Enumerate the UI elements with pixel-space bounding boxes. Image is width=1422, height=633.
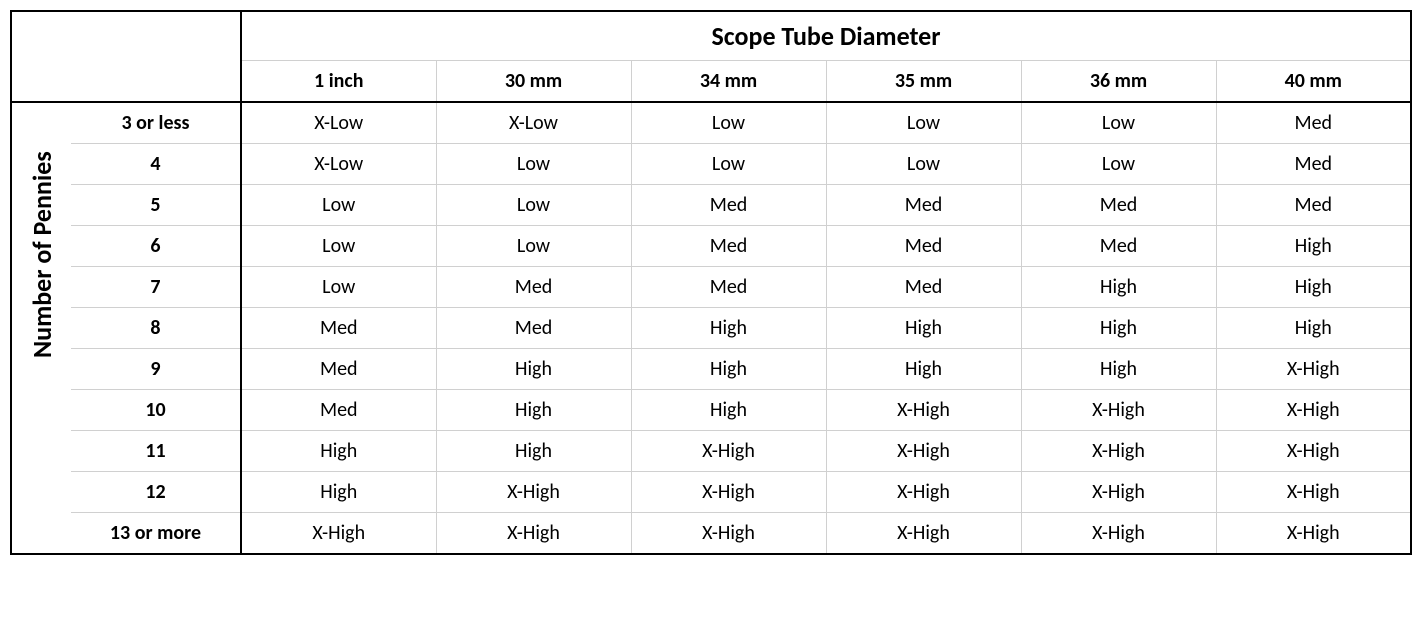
data-cell: X-High xyxy=(631,513,826,555)
column-header: 30 mm xyxy=(436,61,631,103)
data-cell: Low xyxy=(826,144,1021,185)
data-cell: Med xyxy=(436,267,631,308)
data-cell: X-Low xyxy=(241,102,436,144)
column-header: 35 mm xyxy=(826,61,1021,103)
row-label: 5 xyxy=(71,185,241,226)
data-cell: High xyxy=(436,431,631,472)
data-cell: Low xyxy=(631,144,826,185)
data-cell: Med xyxy=(241,390,436,431)
data-cell: Low xyxy=(1021,102,1216,144)
data-cell: X-High xyxy=(1216,472,1411,513)
data-cell: Med xyxy=(826,185,1021,226)
data-cell: X-High xyxy=(826,390,1021,431)
data-cell: Med xyxy=(1021,226,1216,267)
data-cell: High xyxy=(1216,226,1411,267)
side-header: Number of Pennies xyxy=(26,298,58,358)
row-label: 10 xyxy=(71,390,241,431)
data-cell: X-High xyxy=(1216,513,1411,555)
row-label: 4 xyxy=(71,144,241,185)
data-cell: X-High xyxy=(631,472,826,513)
data-cell: Med xyxy=(1021,185,1216,226)
data-cell: Med xyxy=(631,226,826,267)
data-cell: X-Low xyxy=(241,144,436,185)
data-cell: X-High xyxy=(826,431,1021,472)
data-cell: High xyxy=(1216,267,1411,308)
data-cell: X-High xyxy=(826,513,1021,555)
data-cell: High xyxy=(436,349,631,390)
scope-ring-height-table: Scope Tube Diameter1 inch30 mm34 mm35 mm… xyxy=(10,10,1412,555)
data-cell: X-High xyxy=(631,431,826,472)
corner-blank xyxy=(11,11,241,102)
data-cell: Low xyxy=(241,185,436,226)
data-cell: Low xyxy=(436,185,631,226)
data-cell: Med xyxy=(1216,102,1411,144)
data-cell: Med xyxy=(826,226,1021,267)
data-cell: Med xyxy=(241,349,436,390)
data-cell: High xyxy=(241,472,436,513)
data-cell: X-High xyxy=(1216,431,1411,472)
data-cell: X-High xyxy=(241,513,436,555)
data-cell: X-High xyxy=(1021,431,1216,472)
row-label: 8 xyxy=(71,308,241,349)
data-cell: X-High xyxy=(1021,472,1216,513)
row-label: 3 or less xyxy=(71,102,241,144)
data-cell: X-High xyxy=(1021,513,1216,555)
data-cell: High xyxy=(631,390,826,431)
data-cell: Med xyxy=(436,308,631,349)
data-cell: High xyxy=(1021,308,1216,349)
row-label: 9 xyxy=(71,349,241,390)
data-cell: Med xyxy=(1216,185,1411,226)
data-cell: High xyxy=(631,308,826,349)
data-cell: Med xyxy=(631,267,826,308)
data-cell: X-High xyxy=(1216,349,1411,390)
row-label: 6 xyxy=(71,226,241,267)
column-header: 1 inch xyxy=(241,61,436,103)
data-cell: High xyxy=(1216,308,1411,349)
data-cell: X-High xyxy=(436,472,631,513)
data-cell: High xyxy=(826,349,1021,390)
data-cell: Low xyxy=(241,226,436,267)
data-cell: Low xyxy=(826,102,1021,144)
data-cell: X-High xyxy=(436,513,631,555)
row-label: 12 xyxy=(71,472,241,513)
data-cell: Low xyxy=(436,226,631,267)
column-header: 36 mm xyxy=(1021,61,1216,103)
data-cell: X-High xyxy=(826,472,1021,513)
data-cell: High xyxy=(241,431,436,472)
side-header-cell: Number of Pennies xyxy=(11,102,71,554)
column-header: 40 mm xyxy=(1216,61,1411,103)
data-cell: X-High xyxy=(1021,390,1216,431)
data-cell: Med xyxy=(1216,144,1411,185)
data-cell: Med xyxy=(241,308,436,349)
column-header: 34 mm xyxy=(631,61,826,103)
data-cell: X-High xyxy=(1216,390,1411,431)
data-cell: High xyxy=(1021,267,1216,308)
data-cell: High xyxy=(631,349,826,390)
data-cell: Low xyxy=(436,144,631,185)
row-label: 13 or more xyxy=(71,513,241,555)
data-cell: Med xyxy=(631,185,826,226)
data-cell: Low xyxy=(1021,144,1216,185)
row-label: 11 xyxy=(71,431,241,472)
top-header: Scope Tube Diameter xyxy=(241,11,1411,61)
data-cell: X-Low xyxy=(436,102,631,144)
row-label: 7 xyxy=(71,267,241,308)
data-cell: High xyxy=(436,390,631,431)
data-cell: Med xyxy=(826,267,1021,308)
data-cell: Low xyxy=(631,102,826,144)
data-cell: Low xyxy=(241,267,436,308)
data-cell: High xyxy=(826,308,1021,349)
data-cell: High xyxy=(1021,349,1216,390)
